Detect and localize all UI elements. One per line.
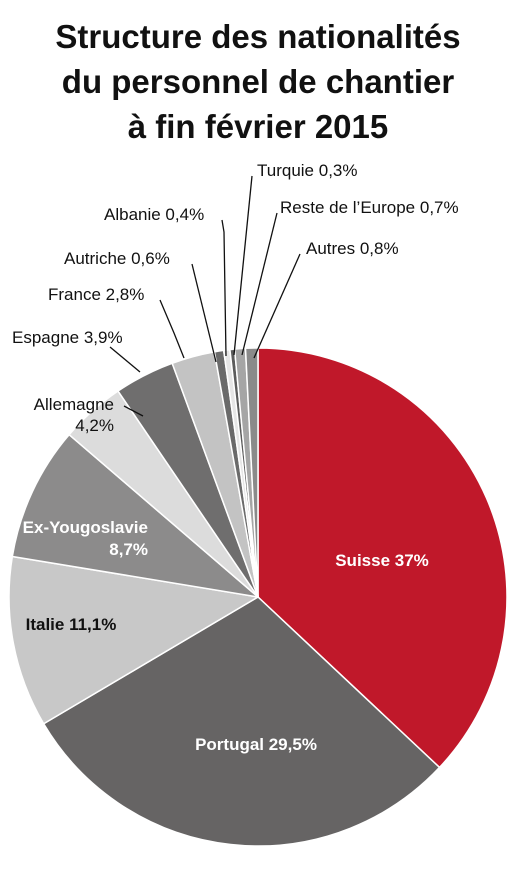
pie-slice-suisse <box>257 347 508 769</box>
leader-line-espagne <box>109 346 141 373</box>
slice-label-albanie: Albanie 0,4% <box>104 205 204 224</box>
leader-line-autres <box>253 253 301 359</box>
pie-slice-italie <box>8 555 259 725</box>
slice-label-reste-de-l-europe: Reste de l’Europe 0,7% <box>280 198 459 217</box>
leader-line-turquie <box>233 175 253 356</box>
slice-label-espagne: Espagne 3,9% <box>12 328 123 347</box>
leader-line-france <box>159 299 185 359</box>
chart-title: Structure des nationalités du personnel … <box>0 14 516 149</box>
pie-slice-portugal <box>42 596 441 847</box>
slice-label-autres: Autres 0,8% <box>306 239 399 258</box>
slice-label-suisse: Suisse 37% <box>335 551 429 570</box>
slice-label-ex-yougoslavie-line-1: Ex-Yougoslavie <box>23 518 148 537</box>
leader-line-allemagne <box>123 405 144 417</box>
leader-line-autriche <box>191 263 217 363</box>
leader-lines <box>109 175 301 417</box>
chart-title-line-2: du personnel de chantier <box>61 63 455 100</box>
slice-labels: Suisse 37% Portugal 29,5% Italie 11,1% Ex-Y… <box>12 161 459 754</box>
pie-slice-ex-yougoslavie <box>11 433 259 598</box>
leader-line-reste-de-l-europe <box>241 212 278 356</box>
slice-label-ex-yougoslavie-line-2: 8,7% <box>109 540 148 559</box>
slice-label-turquie: Turquie 0,3% <box>257 161 357 180</box>
slice-label-allemagne-line-2: 4,2% <box>75 416 114 435</box>
leader-line-albanie <box>221 219 227 357</box>
chart-title-line-3: à fin février 2015 <box>127 108 389 145</box>
slice-label-portugal: Portugal 29,5% <box>195 735 317 754</box>
slice-label-france: France 2,8% <box>48 285 144 304</box>
slice-label-autriche: Autriche 0,6% <box>64 249 170 268</box>
chart-title-line-1: Structure des nationalités <box>55 18 461 55</box>
slice-label-allemagne-line-1: Allemagne <box>34 395 114 414</box>
pie-slices <box>8 347 508 847</box>
slice-label-italie: Italie 11,1% <box>26 615 117 634</box>
